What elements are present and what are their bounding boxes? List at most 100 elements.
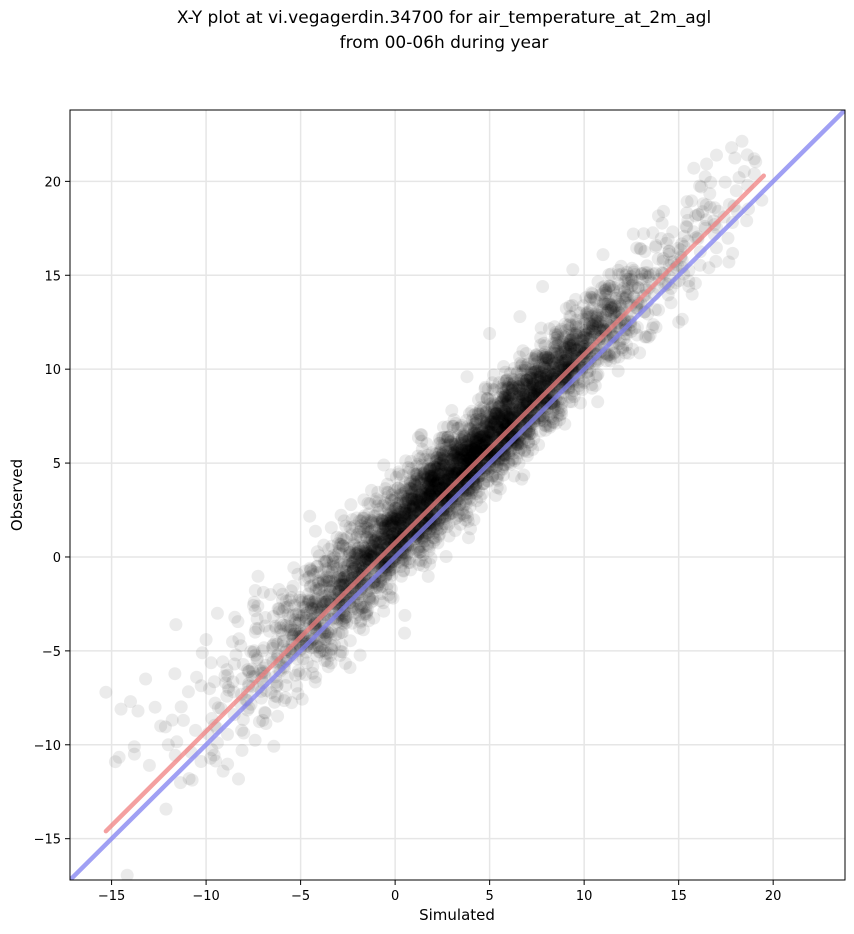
scatter-point <box>421 490 434 504</box>
scatter-point-outlier <box>182 772 196 786</box>
scatter-point-outlier <box>498 389 512 402</box>
scatter-point <box>377 532 391 546</box>
scatter-point <box>501 376 515 390</box>
scatter-point <box>361 496 375 510</box>
scatter-point <box>398 608 412 622</box>
scatter-point <box>453 453 467 467</box>
scatter-point <box>526 377 540 391</box>
scatter-point <box>469 433 483 447</box>
scatter-point <box>403 482 417 496</box>
scatter-point <box>412 496 426 510</box>
scatter-point <box>470 444 484 458</box>
scatter-point <box>248 648 262 662</box>
scatter-point <box>749 155 763 169</box>
scatter-point <box>628 268 642 281</box>
scatter-point <box>640 259 654 273</box>
scatter-point <box>475 429 489 443</box>
scatter-point-outlier <box>369 535 383 549</box>
scatter-point <box>498 458 512 472</box>
scatter-point <box>310 639 324 653</box>
scatter-point <box>575 333 589 347</box>
scatter-point <box>504 411 517 425</box>
scatter-point <box>436 446 450 460</box>
scatter-point <box>358 516 372 530</box>
scatter-point <box>368 523 382 537</box>
scatter-point <box>691 208 705 222</box>
scatter-point <box>609 288 623 302</box>
scatter-point <box>547 361 561 375</box>
scatter-point <box>451 445 465 459</box>
scatter-point <box>524 438 538 452</box>
scatter-point <box>457 429 471 443</box>
scatter-point <box>664 296 678 310</box>
scatter-points <box>99 134 769 880</box>
scatter-point <box>208 696 222 710</box>
scatter-point <box>419 480 433 494</box>
scatter-point <box>248 584 262 597</box>
scatter-point <box>513 398 527 412</box>
scatter-point <box>356 539 370 553</box>
scatter-point-outlier <box>672 315 686 329</box>
scatter-point <box>566 336 580 350</box>
scatter-point <box>474 436 488 450</box>
y-tick-label: −5 <box>42 645 61 660</box>
scatter-point <box>391 505 405 519</box>
scatter-point-outlier <box>241 663 255 677</box>
grid-lines <box>70 110 845 880</box>
scatter-point <box>378 532 392 546</box>
scatter-point <box>480 433 494 447</box>
scatter-point <box>550 350 564 364</box>
scatter-point <box>305 596 319 610</box>
scatter-point <box>517 374 531 388</box>
scatter-point <box>412 488 426 502</box>
scatter-point <box>599 308 613 322</box>
scatter-point <box>353 621 367 635</box>
scatter-point <box>250 651 264 665</box>
scatter-point <box>563 395 576 409</box>
scatter-point <box>411 495 425 509</box>
scatter-point <box>478 380 492 394</box>
scatter-point <box>486 415 499 429</box>
scatter-point <box>449 440 463 454</box>
scatter-point <box>216 655 230 669</box>
scatter-point <box>392 467 406 481</box>
scatter-point <box>289 616 303 630</box>
scatter-point <box>691 208 705 222</box>
scatter-point <box>318 589 332 603</box>
scatter-point <box>521 389 535 403</box>
scatter-point <box>485 376 499 390</box>
scatter-point <box>500 373 513 387</box>
scatter-point <box>478 436 492 450</box>
scatter-point <box>313 576 327 590</box>
scatter-point <box>501 392 515 406</box>
scatter-point <box>408 502 421 516</box>
scatter-point <box>565 299 579 312</box>
scatter-point <box>464 443 477 457</box>
scatter-point <box>534 321 548 335</box>
scatter-point <box>474 438 488 452</box>
scatter-point <box>537 374 551 388</box>
scatter-point <box>630 241 644 255</box>
scatter-point <box>513 395 527 409</box>
x-tick-label: −10 <box>192 889 219 904</box>
scatter-point <box>496 407 510 421</box>
scatter-point <box>285 627 299 641</box>
scatter-point <box>499 396 513 409</box>
scatter-point <box>384 505 398 519</box>
scatter-point <box>333 537 347 551</box>
scatter-point <box>562 352 576 366</box>
scatter-point <box>608 351 622 365</box>
scatter-point <box>455 438 469 452</box>
scatter-point <box>469 439 483 453</box>
scatter-point <box>381 490 395 504</box>
scatter-point <box>399 496 412 510</box>
scatter-point-outlier <box>195 646 209 660</box>
scatter-point <box>455 433 469 447</box>
x-tick-label: −15 <box>98 889 125 904</box>
scatter-point <box>345 556 359 570</box>
scatter-point-outlier <box>445 404 459 417</box>
scatter-point <box>700 157 714 171</box>
scatter-point <box>555 403 568 417</box>
scatter-point <box>469 480 483 494</box>
scatter-point <box>439 441 453 455</box>
